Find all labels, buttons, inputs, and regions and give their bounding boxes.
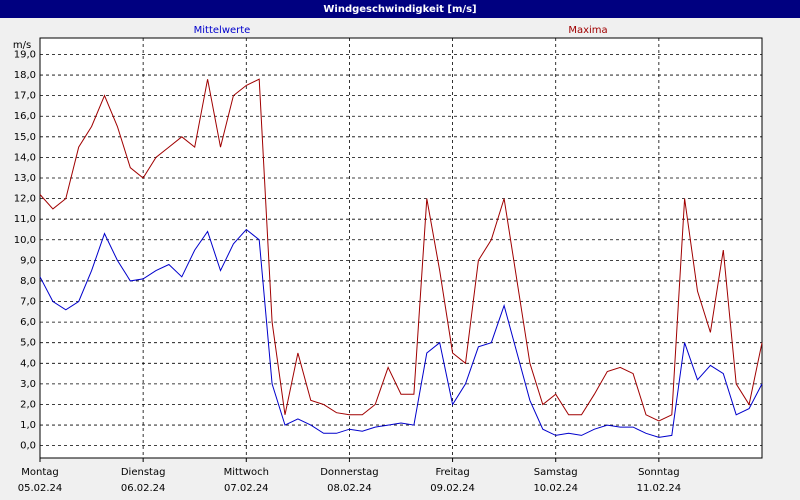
x-tick-date: 11.02.24 <box>637 483 682 494</box>
y-tick-label: 2,0 <box>20 399 36 410</box>
y-tick-label: 18,0 <box>14 70 36 81</box>
legend-entry: Maxima <box>568 25 607 36</box>
y-tick-label: 4,0 <box>20 358 36 369</box>
y-unit: m/s <box>13 40 31 51</box>
y-tick-label: 17,0 <box>14 91 36 102</box>
y-tick-label: 15,0 <box>14 132 36 143</box>
title-bar <box>0 0 800 18</box>
y-tick-label: 19,0 <box>14 49 36 60</box>
x-tick-date: 05.02.24 <box>18 483 63 494</box>
x-tick-label: Samstag <box>534 467 578 478</box>
x-tick-date: 10.02.24 <box>533 483 578 494</box>
y-tick-label: 13,0 <box>14 173 36 184</box>
x-tick-label: Dienstag <box>121 467 166 478</box>
y-tick-label: 1,0 <box>20 420 36 431</box>
y-tick-label: 14,0 <box>14 152 36 163</box>
y-tick-label: 11,0 <box>14 214 36 225</box>
series-line <box>39 228 763 438</box>
series-line <box>39 78 763 422</box>
x-tick-date: 08.02.24 <box>327 483 372 494</box>
x-tick-date: 07.02.24 <box>224 483 269 494</box>
x-tick-label: Mittwoch <box>224 467 269 478</box>
y-tick-label: 12,0 <box>14 194 36 205</box>
x-tick-date: 06.02.24 <box>121 483 166 494</box>
legend-entry: Mittelwerte <box>194 25 251 36</box>
x-tick-label: Montag <box>21 467 58 478</box>
y-tick-label: 10,0 <box>14 235 36 246</box>
y-tick-label: 9,0 <box>20 255 36 266</box>
y-tick-label: 7,0 <box>20 297 36 308</box>
x-tick-label: Freitag <box>435 467 469 478</box>
x-tick-date: 09.02.24 <box>430 483 475 494</box>
plot-area <box>39 37 763 459</box>
y-tick-label: 16,0 <box>14 111 36 122</box>
y-tick-label: 5,0 <box>20 338 36 349</box>
y-tick-label: 8,0 <box>20 276 36 287</box>
y-tick-label: 6,0 <box>20 317 36 328</box>
y-tick-label: 0,0 <box>20 441 36 452</box>
y-tick-label: 3,0 <box>20 379 36 390</box>
x-tick-label: Donnerstag <box>320 467 378 478</box>
chart-title: Windgeschwindigkeit [m/s] <box>323 4 476 15</box>
x-tick-label: Sonntag <box>638 467 680 478</box>
